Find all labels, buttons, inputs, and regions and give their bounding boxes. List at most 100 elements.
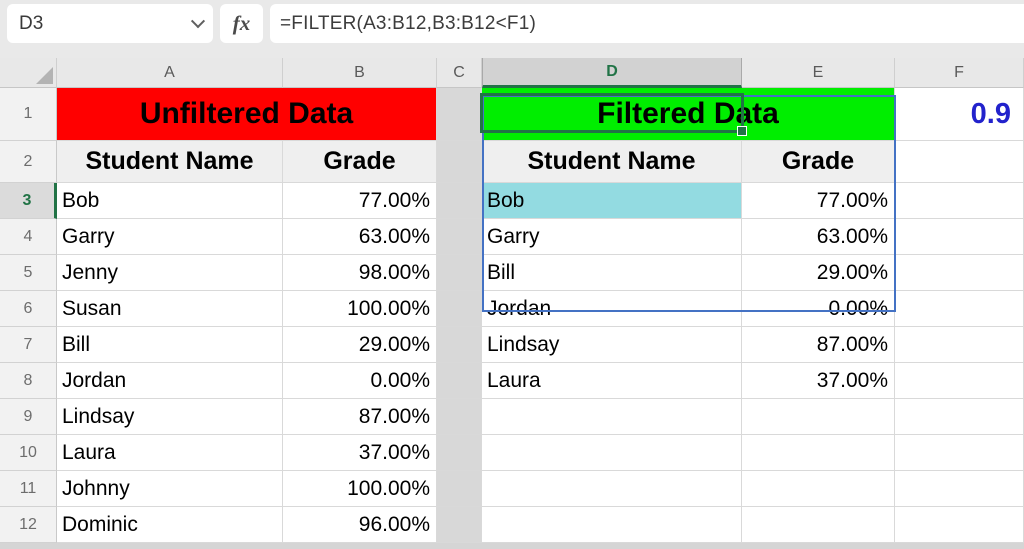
cell-E6[interactable]: 0.00% bbox=[742, 291, 895, 327]
cell-B6[interactable]: 100.00% bbox=[283, 291, 437, 327]
cell-C5[interactable] bbox=[437, 255, 482, 291]
cell-E11[interactable] bbox=[742, 471, 895, 507]
column-header-row: A B C D E F bbox=[0, 58, 1024, 88]
column-header-A[interactable]: A bbox=[57, 58, 283, 88]
cell-A8[interactable]: Jordan bbox=[57, 363, 283, 399]
cell-C7[interactable] bbox=[437, 327, 482, 363]
select-all-triangle-icon bbox=[36, 67, 53, 84]
cell-A11[interactable]: Johnny bbox=[57, 471, 283, 507]
row-header-1[interactable]: 1 bbox=[0, 88, 57, 141]
row-header-7[interactable]: 7 bbox=[0, 327, 57, 363]
cell-A3[interactable]: Bob bbox=[57, 183, 283, 219]
cell-F2[interactable] bbox=[895, 141, 1024, 183]
cell-A1-unfiltered-title[interactable]: Unfiltered Data bbox=[57, 88, 437, 141]
row-header-3[interactable]: 3 bbox=[0, 183, 57, 219]
cell-B9[interactable]: 87.00% bbox=[283, 399, 437, 435]
row-header-10[interactable]: 10 bbox=[0, 435, 57, 471]
cell-B3[interactable]: 77.00% bbox=[283, 183, 437, 219]
row-header-12[interactable]: 12 bbox=[0, 507, 57, 543]
cell-B8[interactable]: 0.00% bbox=[283, 363, 437, 399]
cell-E8[interactable]: 37.00% bbox=[742, 363, 895, 399]
cell-E7[interactable]: 87.00% bbox=[742, 327, 895, 363]
cell-E4[interactable]: 63.00% bbox=[742, 219, 895, 255]
cell-A12[interactable]: Dominic bbox=[57, 507, 283, 543]
formula-text: =FILTER(A3:B12,B3:B12<F1) bbox=[280, 12, 536, 34]
column-header-F[interactable]: F bbox=[895, 58, 1024, 88]
column-header-D[interactable]: D bbox=[482, 58, 742, 88]
cell-C12[interactable] bbox=[437, 507, 482, 543]
cell-E10[interactable] bbox=[742, 435, 895, 471]
cell-E12[interactable] bbox=[742, 507, 895, 543]
cell-C4[interactable] bbox=[437, 219, 482, 255]
cell-F3[interactable] bbox=[895, 183, 1024, 219]
cell-D12[interactable] bbox=[482, 507, 742, 543]
cell-F1-threshold[interactable]: 0.9 bbox=[895, 88, 1024, 141]
cell-F11[interactable] bbox=[895, 471, 1024, 507]
cell-E2[interactable]: Grade bbox=[742, 141, 895, 183]
cell-D4[interactable]: Garry bbox=[482, 219, 742, 255]
cell-C11[interactable] bbox=[437, 471, 482, 507]
cell-C1[interactable] bbox=[437, 88, 482, 141]
cell-F10[interactable] bbox=[895, 435, 1024, 471]
cell-A10[interactable]: Laura bbox=[57, 435, 283, 471]
cell-F4[interactable] bbox=[895, 219, 1024, 255]
column-header-C[interactable]: C bbox=[437, 58, 482, 88]
cell-F9[interactable] bbox=[895, 399, 1024, 435]
cell-D7[interactable]: Lindsay bbox=[482, 327, 742, 363]
cell-D3-selected[interactable]: Bob bbox=[482, 183, 742, 219]
cell-D2[interactable]: Student Name bbox=[482, 141, 742, 183]
cell-A2[interactable]: Student Name bbox=[57, 141, 283, 183]
row-header-8[interactable]: 8 bbox=[0, 363, 57, 399]
cell-B12[interactable]: 96.00% bbox=[283, 507, 437, 543]
cell-C2[interactable] bbox=[437, 141, 482, 183]
cell-B7[interactable]: 29.00% bbox=[283, 327, 437, 363]
row-header-6[interactable]: 6 bbox=[0, 291, 57, 327]
row-header-5[interactable]: 5 bbox=[0, 255, 57, 291]
cell-B10[interactable]: 37.00% bbox=[283, 435, 437, 471]
cell-C8[interactable] bbox=[437, 363, 482, 399]
cell-A4[interactable]: Garry bbox=[57, 219, 283, 255]
cell-A7[interactable]: Bill bbox=[57, 327, 283, 363]
cell-B4[interactable]: 63.00% bbox=[283, 219, 437, 255]
cell-B2[interactable]: Grade bbox=[283, 141, 437, 183]
row-header-11[interactable]: 11 bbox=[0, 471, 57, 507]
row-header-9[interactable]: 9 bbox=[0, 399, 57, 435]
cell-D6[interactable]: Jordan bbox=[482, 291, 742, 327]
cell-D1-filtered-title[interactable]: Filtered Data bbox=[482, 88, 895, 141]
chevron-down-icon[interactable] bbox=[190, 13, 206, 28]
cell-D5[interactable]: Bill bbox=[482, 255, 742, 291]
column-header-B[interactable]: B bbox=[283, 58, 437, 88]
cell-F8[interactable] bbox=[895, 363, 1024, 399]
cell-B5[interactable]: 98.00% bbox=[283, 255, 437, 291]
row-header-2[interactable]: 2 bbox=[0, 141, 57, 183]
cell-B11[interactable]: 100.00% bbox=[283, 471, 437, 507]
cell-D8[interactable]: Laura bbox=[482, 363, 742, 399]
fx-icon: fx bbox=[232, 11, 251, 35]
cell-D11[interactable] bbox=[482, 471, 742, 507]
cell-D10[interactable] bbox=[482, 435, 742, 471]
cell-E3[interactable]: 77.00% bbox=[742, 183, 895, 219]
cell-C10[interactable] bbox=[437, 435, 482, 471]
formula-input[interactable]: =FILTER(A3:B12,B3:B12<F1) bbox=[270, 4, 1024, 43]
cell-F7[interactable] bbox=[895, 327, 1024, 363]
cell-A5[interactable]: Jenny bbox=[57, 255, 283, 291]
cell-A9[interactable]: Lindsay bbox=[57, 399, 283, 435]
cell-C6[interactable] bbox=[437, 291, 482, 327]
cell-F5[interactable] bbox=[895, 255, 1024, 291]
cell-C9[interactable] bbox=[437, 399, 482, 435]
cell-E5[interactable]: 29.00% bbox=[742, 255, 895, 291]
cell-F12[interactable] bbox=[895, 507, 1024, 543]
fill-handle[interactable] bbox=[737, 126, 747, 136]
row-header-4[interactable]: 4 bbox=[0, 219, 57, 255]
cell-C3[interactable] bbox=[437, 183, 482, 219]
insert-function-button[interactable]: fx bbox=[220, 4, 263, 43]
name-box[interactable]: D3 bbox=[7, 4, 213, 43]
cell-D9[interactable] bbox=[482, 399, 742, 435]
cell-A6[interactable]: Susan bbox=[57, 291, 283, 327]
select-all-button[interactable] bbox=[0, 58, 57, 88]
cell-F6[interactable] bbox=[895, 291, 1024, 327]
cell-E9[interactable] bbox=[742, 399, 895, 435]
sheet-bottom-edge bbox=[0, 543, 1024, 549]
column-header-E[interactable]: E bbox=[742, 58, 895, 88]
